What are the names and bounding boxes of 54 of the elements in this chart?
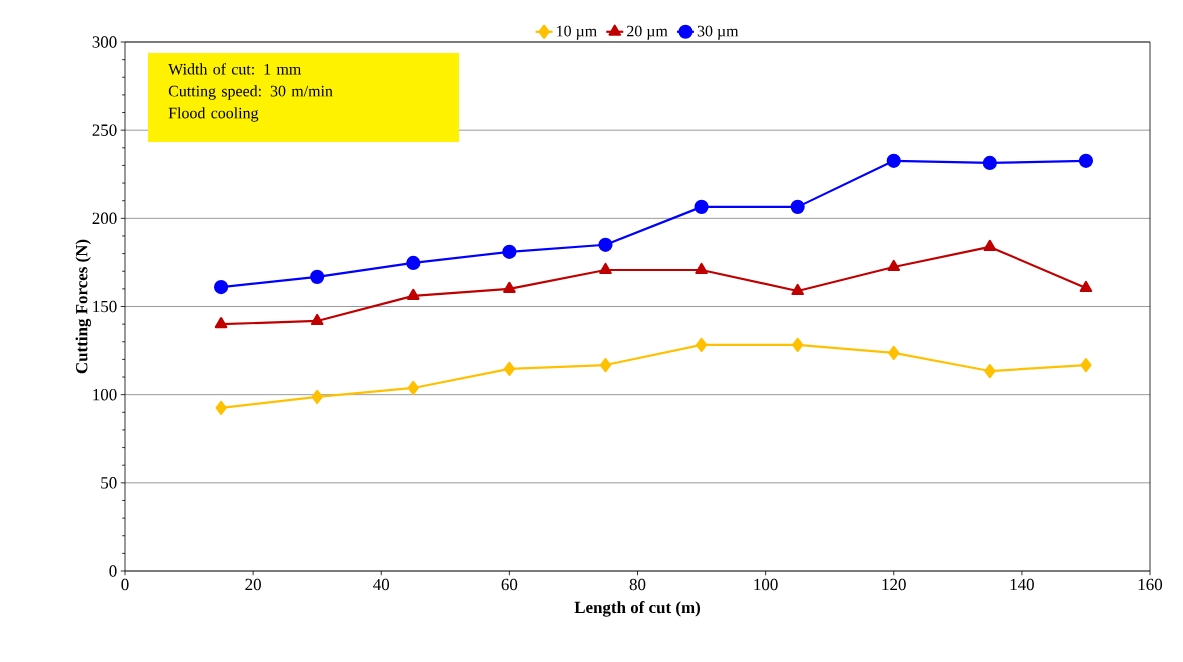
annotation: Flood cooling [168, 107, 259, 122]
annotation: Width of cut: 1 mm [168, 63, 302, 75]
y-tick-label: 100 [93, 388, 117, 401]
point [311, 389, 323, 405]
legend-label: 30 µm [697, 25, 739, 40]
point [598, 237, 613, 252]
x-tick-label: 120 [882, 578, 906, 591]
point [502, 244, 517, 259]
point [215, 400, 227, 415]
point [695, 337, 708, 353]
y-axis-title: Cutting Forces (N) [75, 239, 91, 374]
x-tick-label: 80 [629, 578, 646, 591]
legend-label: 20 µm [627, 25, 668, 40]
point [503, 281, 516, 293]
x-tick-label: 40 [373, 578, 390, 591]
point [984, 363, 996, 379]
point [213, 280, 229, 295]
x-tick-label: 140 [1010, 578, 1034, 591]
point [888, 345, 900, 360]
point [310, 269, 325, 284]
point [406, 288, 420, 301]
point [406, 255, 421, 271]
point [1078, 153, 1094, 168]
point [982, 155, 997, 171]
annotation: Cutting speed: 30 m/min [168, 85, 333, 100]
y-tick-label: 150 [93, 300, 117, 313]
point [791, 283, 804, 296]
x-tick-label: 60 [501, 578, 518, 591]
point [695, 262, 708, 275]
point [792, 337, 804, 353]
point [790, 199, 805, 214]
point [1079, 280, 1093, 293]
point [983, 239, 997, 251]
y-tick-label: 300 [92, 36, 117, 48]
point [407, 380, 419, 396]
point [214, 317, 228, 329]
point [503, 361, 515, 377]
x-tick-label: 100 [754, 578, 778, 591]
x-tick-label: 160 [1138, 578, 1163, 591]
x-tick-label: 0 [121, 578, 129, 591]
legend-label: 10 µm [557, 25, 597, 40]
y-tick-label: 50 [101, 477, 117, 489]
point [599, 262, 612, 275]
y-tick-label: 250 [92, 124, 117, 136]
y-tick-label: 0 [109, 565, 117, 577]
point [886, 153, 901, 168]
x-tick-label: 20 [245, 578, 261, 591]
x-axis-title: Length of cut (m) [574, 601, 701, 617]
point [887, 259, 901, 272]
point [599, 357, 612, 373]
point [694, 199, 709, 214]
point [310, 313, 324, 326]
point [1080, 357, 1092, 373]
y-tick-label: 200 [92, 212, 117, 225]
